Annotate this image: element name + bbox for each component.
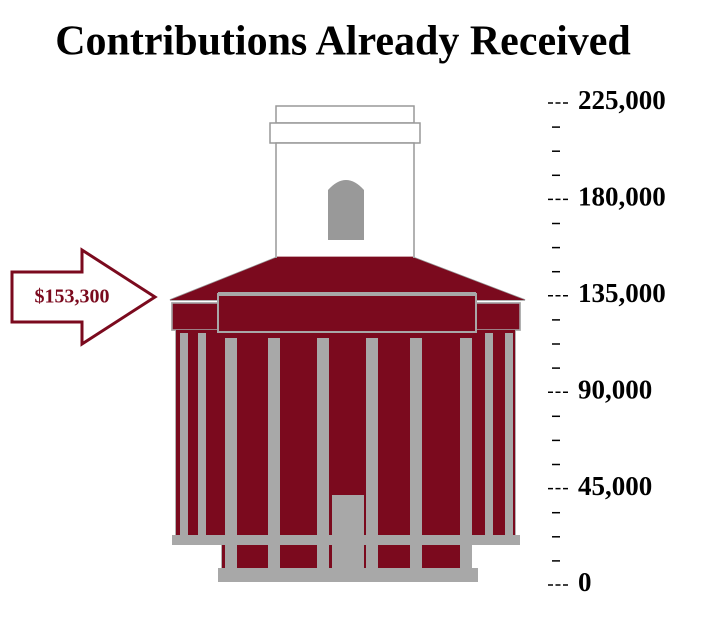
building-details: [172, 292, 520, 582]
y-tick-label: 180,000: [578, 182, 666, 212]
y-tick-label: 135,000: [578, 278, 666, 308]
pointer-arrow: [10, 247, 158, 347]
chart-title: Contributions Already Received: [55, 19, 631, 65]
y-tick-label: 0: [578, 567, 592, 597]
y-tick-label: 45,000: [578, 471, 652, 501]
filled-level: [170, 256, 525, 570]
y-tick-label: 225,000: [578, 85, 666, 115]
value-label: $153,300: [35, 286, 110, 308]
tower-window: [328, 180, 364, 240]
fill-portico: [217, 293, 477, 333]
fill-roof: [170, 258, 525, 300]
y-tick-label: 90,000: [578, 374, 652, 404]
